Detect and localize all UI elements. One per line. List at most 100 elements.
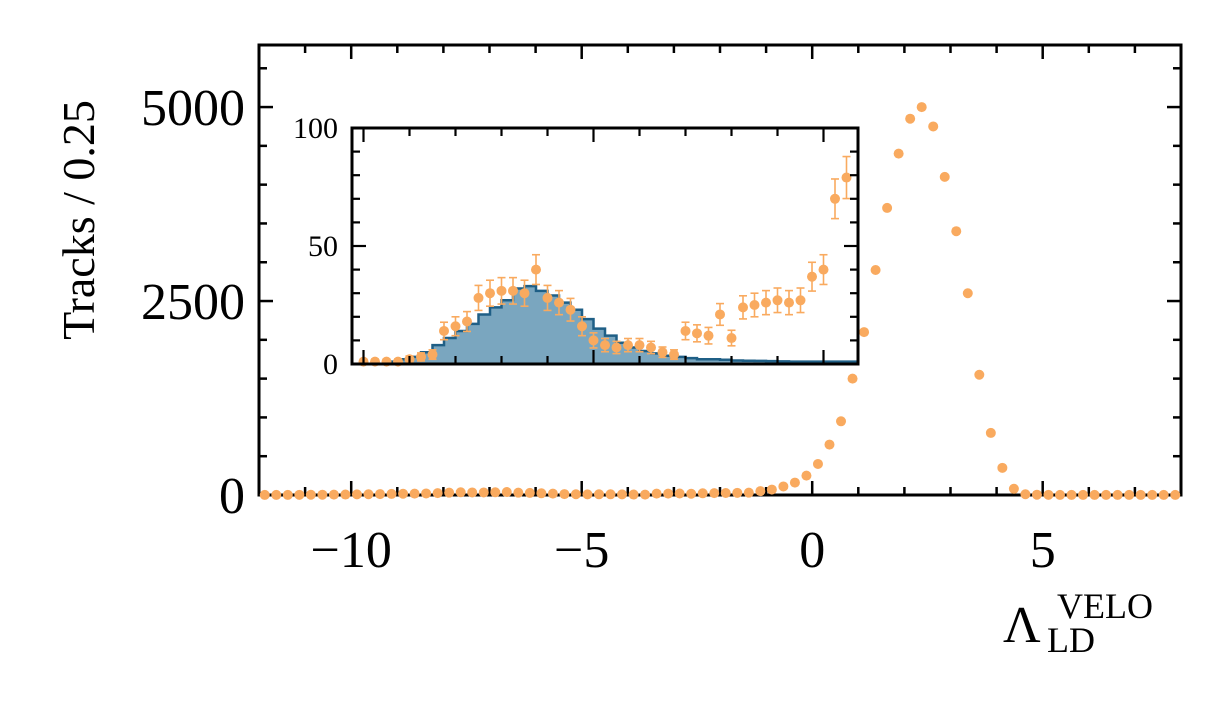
main-data-point — [1020, 489, 1031, 500]
main-data-point — [812, 458, 823, 469]
inset-data-point — [450, 321, 461, 332]
x-tick-label: 5 — [1030, 522, 1056, 579]
main-data-point — [547, 488, 558, 499]
main-data-point — [985, 427, 996, 438]
main-data-point — [478, 487, 489, 498]
main-data-point — [939, 171, 950, 182]
inset-data-point — [542, 292, 553, 303]
main-data-point — [271, 489, 282, 500]
inset-tick-labels: 0 50 100 — [293, 112, 338, 381]
main-data-point — [928, 121, 939, 132]
main-data-point — [847, 373, 858, 384]
inset-data-point — [657, 347, 668, 358]
main-data-point — [294, 489, 305, 500]
inset-data-point — [807, 271, 817, 282]
main-data-point — [340, 489, 351, 500]
inset-data-point — [761, 297, 771, 308]
inset-data-point — [680, 325, 691, 336]
main-data-point — [582, 489, 593, 500]
main-data-point — [743, 487, 754, 498]
inset-data-point — [703, 330, 714, 341]
inset-data-point — [726, 333, 737, 344]
main-data-point — [593, 489, 604, 500]
main-data-point — [836, 416, 847, 427]
inset-y-tick-label: 0 — [323, 348, 338, 381]
main-data-point — [674, 488, 685, 499]
main-data-point — [513, 487, 524, 498]
main-data-point — [282, 489, 293, 500]
main-data-point — [317, 489, 328, 500]
main-data-point — [697, 488, 708, 499]
main-data-point — [1078, 489, 1089, 500]
main-data-point — [755, 486, 766, 497]
inset-data-point — [669, 349, 679, 360]
main-data-point — [997, 462, 1008, 473]
main-data-point — [455, 487, 466, 498]
inset-data-point — [830, 193, 840, 204]
main-data-point — [501, 487, 512, 498]
main-data-point — [259, 489, 270, 500]
main-data-point — [1008, 483, 1019, 494]
main-data-point — [328, 489, 339, 500]
main-data-point — [628, 489, 639, 500]
main-data-point — [663, 488, 674, 499]
main-data-point — [720, 487, 731, 498]
inset-data-point — [646, 342, 656, 353]
main-data-point — [536, 488, 547, 499]
main-data-point — [617, 489, 628, 500]
inset-data-point — [784, 297, 794, 308]
main-data-point — [1124, 489, 1135, 500]
x-tick-label: −10 — [311, 522, 392, 579]
main-data-point — [375, 489, 386, 500]
inset-data-point — [473, 292, 484, 303]
y-tick-label: 2500 — [141, 274, 245, 331]
main-data-point — [1066, 489, 1077, 500]
x-axis-label-superscript: VELO — [1057, 586, 1153, 626]
inset-plot: 0 50 100 — [293, 112, 860, 381]
inset-data-point — [519, 288, 530, 299]
inset-data-point — [496, 285, 507, 296]
inset-data-point — [772, 295, 783, 306]
main-data-point — [859, 327, 870, 338]
main-data-point — [432, 488, 443, 499]
main-data-point — [605, 489, 616, 500]
main-data-point — [905, 113, 916, 124]
main-data-point — [709, 488, 720, 499]
inset-data-point — [554, 297, 564, 308]
main-data-point — [524, 487, 535, 498]
main-data-point — [409, 488, 420, 499]
main-data-point — [305, 489, 316, 500]
inset-y-tick-label: 100 — [293, 112, 338, 145]
main-data-point — [1054, 489, 1065, 500]
inset-data-point — [416, 351, 426, 362]
main-data-point — [490, 487, 501, 498]
inset-data-point — [818, 264, 829, 275]
inset-data-point — [531, 264, 541, 275]
inset-data-point — [462, 316, 472, 327]
main-data-point — [732, 487, 743, 498]
main-data-point — [1135, 489, 1146, 500]
inset-data-point — [600, 340, 610, 351]
main-data-point — [778, 481, 789, 492]
main-data-point — [962, 288, 973, 299]
inset-data-point — [565, 304, 576, 315]
main-data-point — [386, 488, 397, 499]
main-data-point — [824, 439, 835, 450]
inset-data-point — [795, 295, 806, 306]
inset-data-point — [623, 340, 633, 351]
main-data-point — [789, 477, 800, 488]
inset-background — [352, 128, 858, 364]
inset-data-points — [358, 155, 852, 367]
x-axis-label-symbol: Λ — [1003, 597, 1041, 654]
main-data-point — [467, 487, 478, 498]
inset-histogram — [352, 284, 860, 366]
main-data-point — [351, 489, 362, 500]
y-tick-label: 0 — [219, 468, 245, 525]
main-data-point — [893, 148, 904, 159]
main-data-point — [916, 102, 927, 113]
inset-data-point — [439, 325, 449, 336]
inset-histogram-area — [352, 284, 860, 366]
x-tick-label: −5 — [554, 522, 609, 579]
